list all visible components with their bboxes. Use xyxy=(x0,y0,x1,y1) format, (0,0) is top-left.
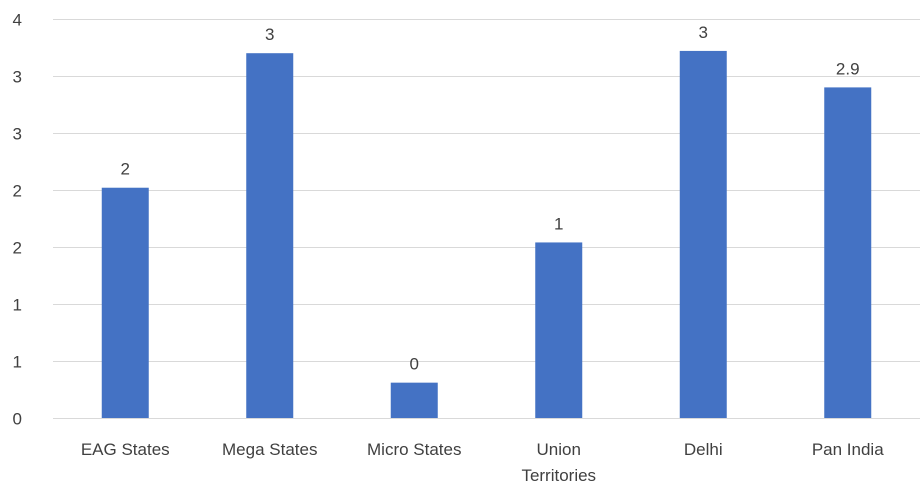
data-labels: 2 3 0 1 3 2.9 xyxy=(121,23,860,374)
y-axis-tick-labels: 0 1 1 2 2 3 3 4 xyxy=(13,11,22,429)
data-label: 0 xyxy=(410,355,419,374)
y-tick-label: 2 xyxy=(13,182,22,201)
data-label: 3 xyxy=(265,25,274,44)
bars xyxy=(101,50,872,419)
y-tick-label: 3 xyxy=(13,68,22,87)
bar xyxy=(824,87,872,419)
x-category-label: Pan India xyxy=(812,440,884,459)
bar xyxy=(101,187,149,418)
x-category-label: Mega States xyxy=(222,440,317,459)
bar xyxy=(679,50,727,419)
y-tick-label: 2 xyxy=(13,239,22,258)
x-category-label: Territories xyxy=(521,466,596,485)
bar xyxy=(246,53,294,418)
x-category-label: Union xyxy=(537,440,581,459)
data-label: 2.9 xyxy=(836,59,860,78)
y-tick-label: 1 xyxy=(13,353,22,372)
x-axis-category-labels: EAG States Mega States Micro States Union Te… xyxy=(81,440,884,485)
data-label: 1 xyxy=(554,214,563,233)
y-tick-label: 3 xyxy=(13,125,22,144)
y-tick-label: 4 xyxy=(13,11,22,30)
y-tick-label: 1 xyxy=(13,296,22,315)
gridlines xyxy=(53,19,920,419)
x-category-label: Delhi xyxy=(684,440,723,459)
bar xyxy=(390,382,438,418)
x-category-label: Micro States xyxy=(367,440,461,459)
data-label: 3 xyxy=(699,23,708,42)
data-label: 2 xyxy=(121,160,130,179)
bar xyxy=(535,242,583,418)
x-category-label: EAG States xyxy=(81,440,170,459)
y-tick-label: 0 xyxy=(13,410,22,429)
